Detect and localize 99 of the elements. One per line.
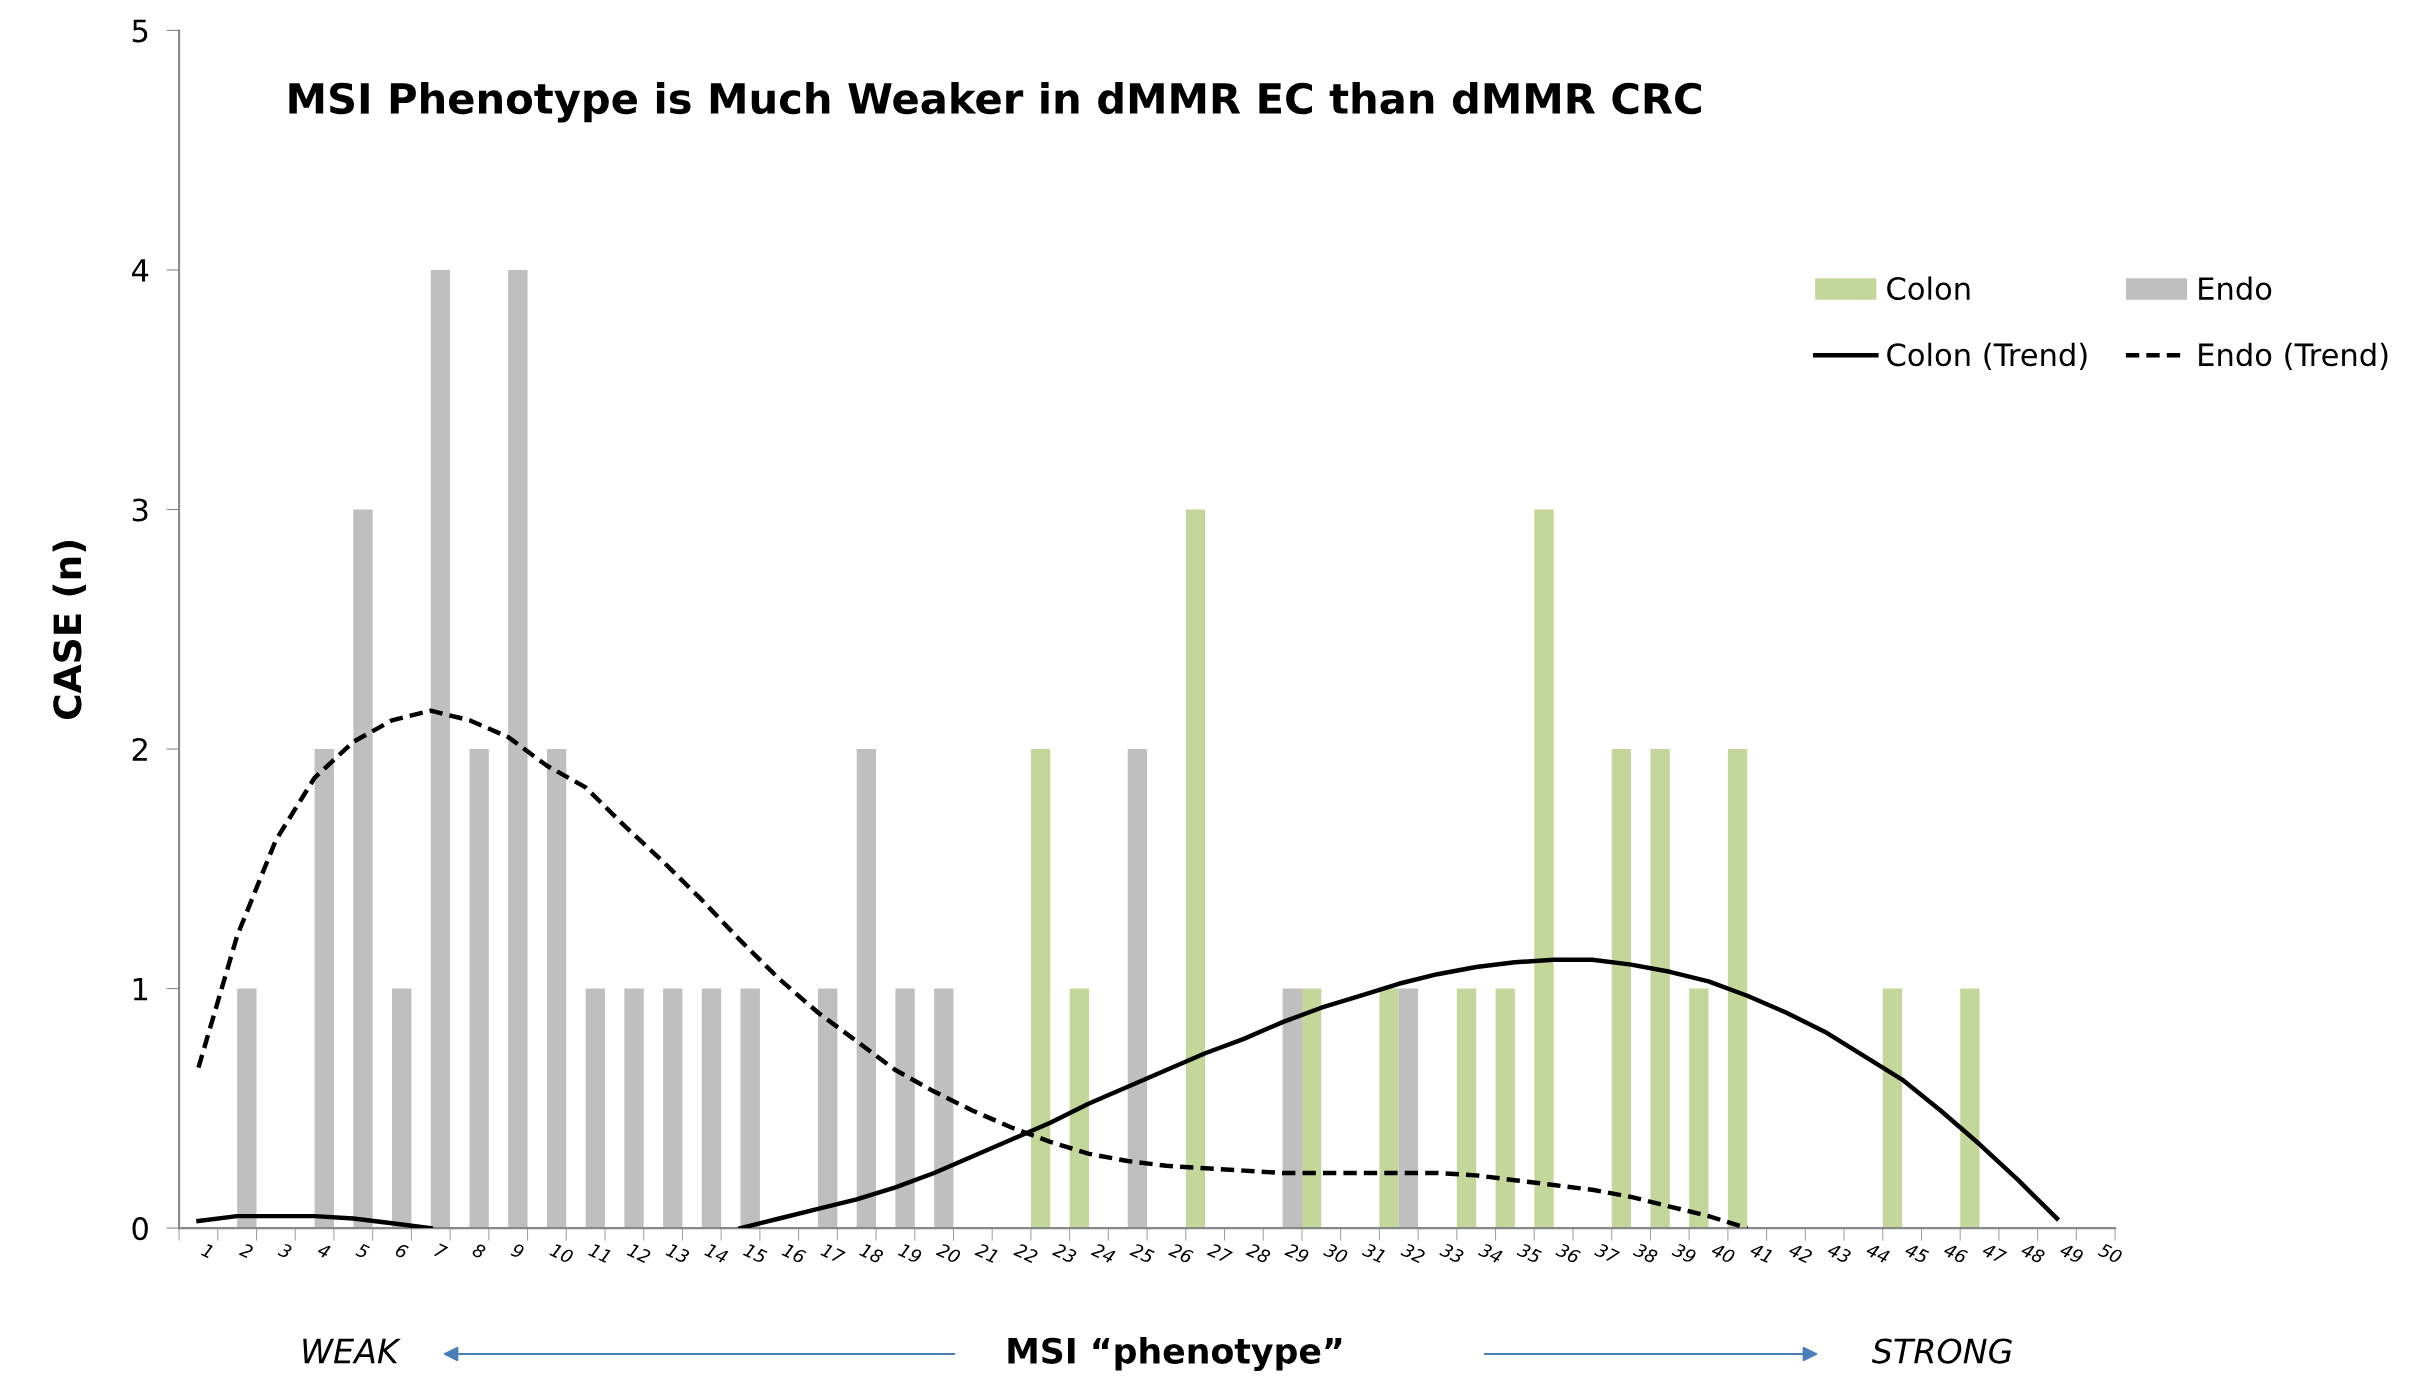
x-tick-label: 17 <box>820 1242 846 1265</box>
bar <box>314 749 334 1229</box>
x-tick-label: 19 <box>897 1242 923 1264</box>
bar <box>546 749 567 1229</box>
bar <box>1960 988 1980 1229</box>
bar <box>430 269 451 1229</box>
x-tick-label: 9 <box>510 1242 525 1260</box>
bar <box>585 988 605 1229</box>
x-tick-label: 49 <box>2058 1242 2085 1264</box>
x-tick-label: 38 <box>1632 1242 1659 1265</box>
x-tick-label: 24 <box>1090 1242 1116 1264</box>
x-tick-label: 41 <box>1749 1242 1773 1263</box>
x-tick-label: 8 <box>471 1242 487 1260</box>
bar <box>1727 749 1748 1229</box>
y-tick-label: 2 <box>132 737 147 761</box>
bar <box>1495 988 1515 1229</box>
x-tick-label: 37 <box>1593 1242 1621 1265</box>
x-tick-label: 2 <box>238 1242 254 1259</box>
x-tick-label: 25 <box>1129 1242 1155 1264</box>
bar <box>1069 988 1089 1229</box>
x-tick-label: 10 <box>549 1242 575 1264</box>
x-tick-label: 32 <box>1400 1242 1426 1264</box>
x-tick-label: 15 <box>742 1242 768 1264</box>
x-tick-label: 6 <box>394 1242 409 1260</box>
x-tick-label: 27 <box>1206 1242 1234 1265</box>
x-tick-label: 4 <box>316 1242 331 1259</box>
bar <box>1282 988 1302 1229</box>
x-tick-label: 30 <box>1322 1242 1349 1264</box>
y-axis-title: CASE (n) <box>52 540 86 719</box>
x-tick-label: 29 <box>1284 1242 1310 1264</box>
bar <box>1611 749 1632 1229</box>
bar <box>817 988 838 1229</box>
x-tick-label: 33 <box>1438 1242 1465 1264</box>
bar <box>934 988 954 1229</box>
x-tick-label: 34 <box>1477 1242 1504 1264</box>
text: MSI Phenotype is Much Weaker in dMMR EC than dMMR CRC <box>289 81 1701 123</box>
bar <box>895 988 915 1229</box>
bar <box>1882 988 1903 1229</box>
x-tick-label: 18 <box>858 1242 885 1265</box>
bar <box>740 988 760 1229</box>
x-tick-label: 31 <box>1361 1242 1386 1264</box>
x-tick-label: 7 <box>433 1243 449 1260</box>
bar <box>1534 509 1554 1229</box>
x-tick-label: 47 <box>1981 1242 2008 1265</box>
bar <box>1127 749 1148 1229</box>
x-tick-label: 20 <box>935 1242 962 1264</box>
y-tick-label: 3 <box>132 498 148 522</box>
x-tick-label: 13 <box>665 1242 691 1264</box>
x-tick-label: 35 <box>1516 1242 1543 1264</box>
x-tick-label: 26 <box>1167 1242 1194 1265</box>
x-tick-label: 21 <box>974 1242 999 1263</box>
x-tick-label: 39 <box>1671 1242 1697 1264</box>
legend-label: Colon <box>1887 276 1970 301</box>
text: STRONG <box>1871 1338 2012 1364</box>
y-tick-label: 1 <box>133 977 148 1001</box>
x-tick-label: 40 <box>1710 1242 1736 1264</box>
legend-label: Colon (Trend) <box>1887 342 2087 370</box>
x-tick-label: 45 <box>1903 1242 1930 1264</box>
bar <box>663 988 683 1229</box>
x-tick-label: 1 <box>200 1242 214 1259</box>
x-axis-title: MSI “phenotype” <box>1008 1337 1342 1371</box>
x-tick-label: 14 <box>704 1242 729 1264</box>
x-tick-label: 23 <box>1051 1242 1078 1264</box>
x-tick-label: 48 <box>2020 1242 2046 1265</box>
x-tick-label: 3 <box>277 1242 293 1260</box>
x-tick-label: 5 <box>355 1242 370 1260</box>
bar <box>701 988 722 1229</box>
bar <box>353 509 373 1229</box>
x-tick-label: 28 <box>1245 1242 1272 1265</box>
bar <box>1379 988 1399 1229</box>
text: WEAK <box>303 1338 401 1364</box>
bar <box>392 988 412 1229</box>
bar <box>1398 988 1419 1229</box>
x-tick-label: 11 <box>588 1242 612 1263</box>
legend-label: Endo <box>2199 276 2272 301</box>
legend-label: Endo (Trend) <box>2199 342 2388 370</box>
x-tick-label: 44 <box>1865 1242 1891 1264</box>
x-tick-label: 42 <box>1787 1242 1814 1264</box>
y-tick-label: 0 <box>132 1217 148 1241</box>
bar <box>469 749 489 1229</box>
y-tick-label: 4 <box>131 259 149 282</box>
bar <box>856 749 877 1229</box>
bar <box>1456 988 1477 1229</box>
x-tick-label: 43 <box>1826 1242 1852 1264</box>
x-tick-label: 46 <box>1942 1242 1969 1265</box>
bar <box>1301 988 1322 1229</box>
x-tick-label: 36 <box>1555 1242 1581 1265</box>
bar <box>237 988 257 1229</box>
bar <box>1030 749 1051 1229</box>
x-tick-label: 16 <box>781 1242 807 1265</box>
bar <box>624 988 644 1229</box>
bar <box>1650 749 1670 1229</box>
bar <box>1185 509 1206 1229</box>
y-tick-label: 5 <box>132 19 148 43</box>
x-tick-label: 22 <box>1013 1242 1039 1264</box>
bar <box>1689 988 1709 1229</box>
x-tick-label: 12 <box>626 1242 652 1264</box>
x-tick-label: 50 <box>2097 1242 2123 1264</box>
bar <box>508 269 528 1229</box>
